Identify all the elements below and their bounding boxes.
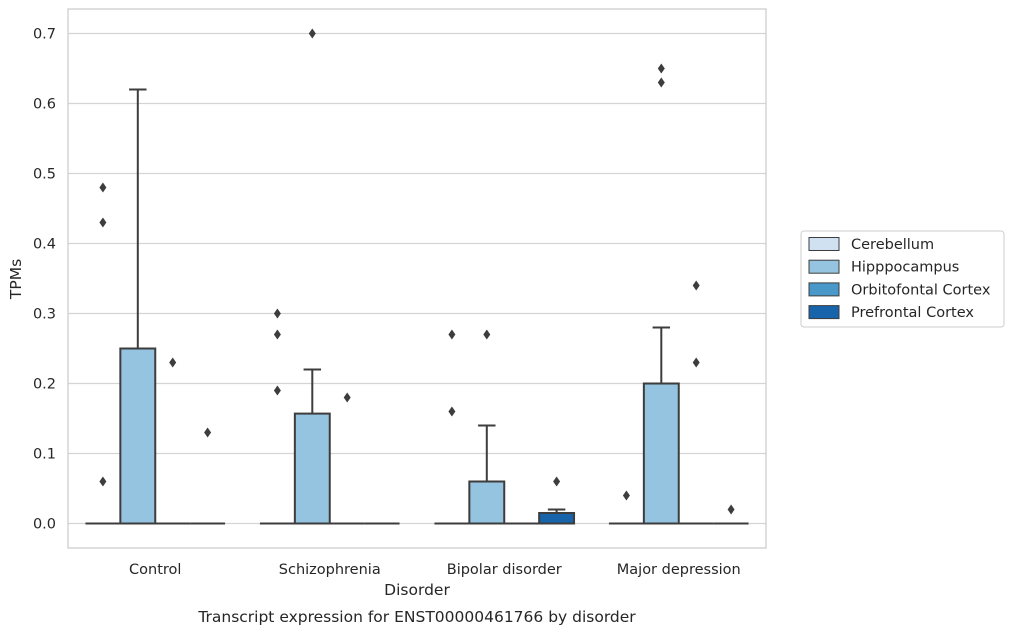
y-tick-label: 0.4 [33, 237, 56, 253]
legend-swatch [808, 305, 840, 320]
legend-items: Cerebellum Hipppocampus Orbitofontal Corte… [808, 237, 991, 321]
gridlines [68, 32, 766, 525]
outlier-point [273, 329, 281, 340]
legend-swatch [808, 259, 840, 274]
box-group [642, 63, 680, 525]
x-axis-title: Disorder [384, 581, 450, 599]
y-tick-label: 0.3 [33, 307, 56, 323]
legend-swatch [808, 282, 840, 297]
legend-swatch [808, 237, 840, 251]
y-tick-label: 0.2 [33, 377, 56, 393]
x-tick-label: Major depression [617, 562, 741, 578]
x-tick-label: Bipolar disorder [447, 562, 562, 578]
y-tick-labels: 0.0 0.1 0.2 0.3 0.4 0.5 0.6 0.7 [33, 27, 56, 533]
plot-marks [85, 28, 749, 525]
chart-caption: Transcript expression for ENST0000046176… [197, 608, 636, 626]
outlier-point [99, 217, 107, 228]
outlier-point [448, 329, 456, 340]
outlier-point [692, 357, 700, 368]
y-tick-label: 0.7 [33, 27, 56, 43]
box-group [713, 504, 749, 525]
box [293, 412, 331, 525]
legend: Cerebellum Hipppocampus Orbitofontal Corte… [800, 230, 1005, 328]
outlier-point [657, 77, 665, 88]
legend-label: Cerebellum [851, 237, 934, 253]
outlier-point [483, 329, 491, 340]
box-group [293, 28, 331, 525]
box-group [119, 88, 157, 525]
box-group [608, 490, 644, 525]
x-tick-label: Control [129, 562, 181, 578]
plot-frame [67, 8, 767, 549]
outlier-point [343, 392, 351, 403]
box-group [434, 329, 470, 525]
outlier-point [99, 476, 107, 487]
box [538, 512, 576, 525]
y-tick-label: 0.0 [33, 517, 56, 533]
y-tick-label: 0.5 [33, 167, 56, 183]
outlier-point [204, 427, 212, 438]
outlier-point [273, 385, 281, 396]
box-group [155, 357, 191, 525]
outlier-point [727, 504, 735, 515]
y-axis-title: TPMs [7, 259, 25, 300]
outlier-point [169, 357, 177, 368]
legend-label: Prefrontal Cortex [851, 305, 974, 321]
box-group [259, 308, 295, 525]
box [642, 382, 680, 525]
outlier-point [622, 490, 630, 501]
outlier-point [99, 182, 107, 193]
legend-label: Hipppocampus [851, 260, 959, 276]
box-group [468, 329, 506, 525]
box-group [538, 476, 576, 525]
box-group [85, 182, 121, 525]
legend-label: Orbitofontal Cortex [851, 282, 991, 298]
box-group [678, 280, 714, 525]
x-tick-label: Schizophrenia [279, 562, 381, 578]
outlier-point [657, 63, 665, 74]
box-group [329, 392, 365, 525]
outlier-point [692, 280, 700, 291]
y-tick-label: 0.6 [33, 97, 56, 113]
box [119, 347, 157, 525]
box [468, 480, 506, 525]
outlier-point [553, 476, 561, 487]
outlier-point [448, 406, 456, 417]
legend-frame [800, 230, 1005, 328]
outlier-point [308, 28, 316, 39]
y-tick-label: 0.1 [33, 447, 56, 463]
x-tick-labels: Control Schizophrenia Bipolar disorder Majo… [129, 562, 741, 578]
outlier-point [273, 308, 281, 319]
box-group [190, 427, 226, 525]
